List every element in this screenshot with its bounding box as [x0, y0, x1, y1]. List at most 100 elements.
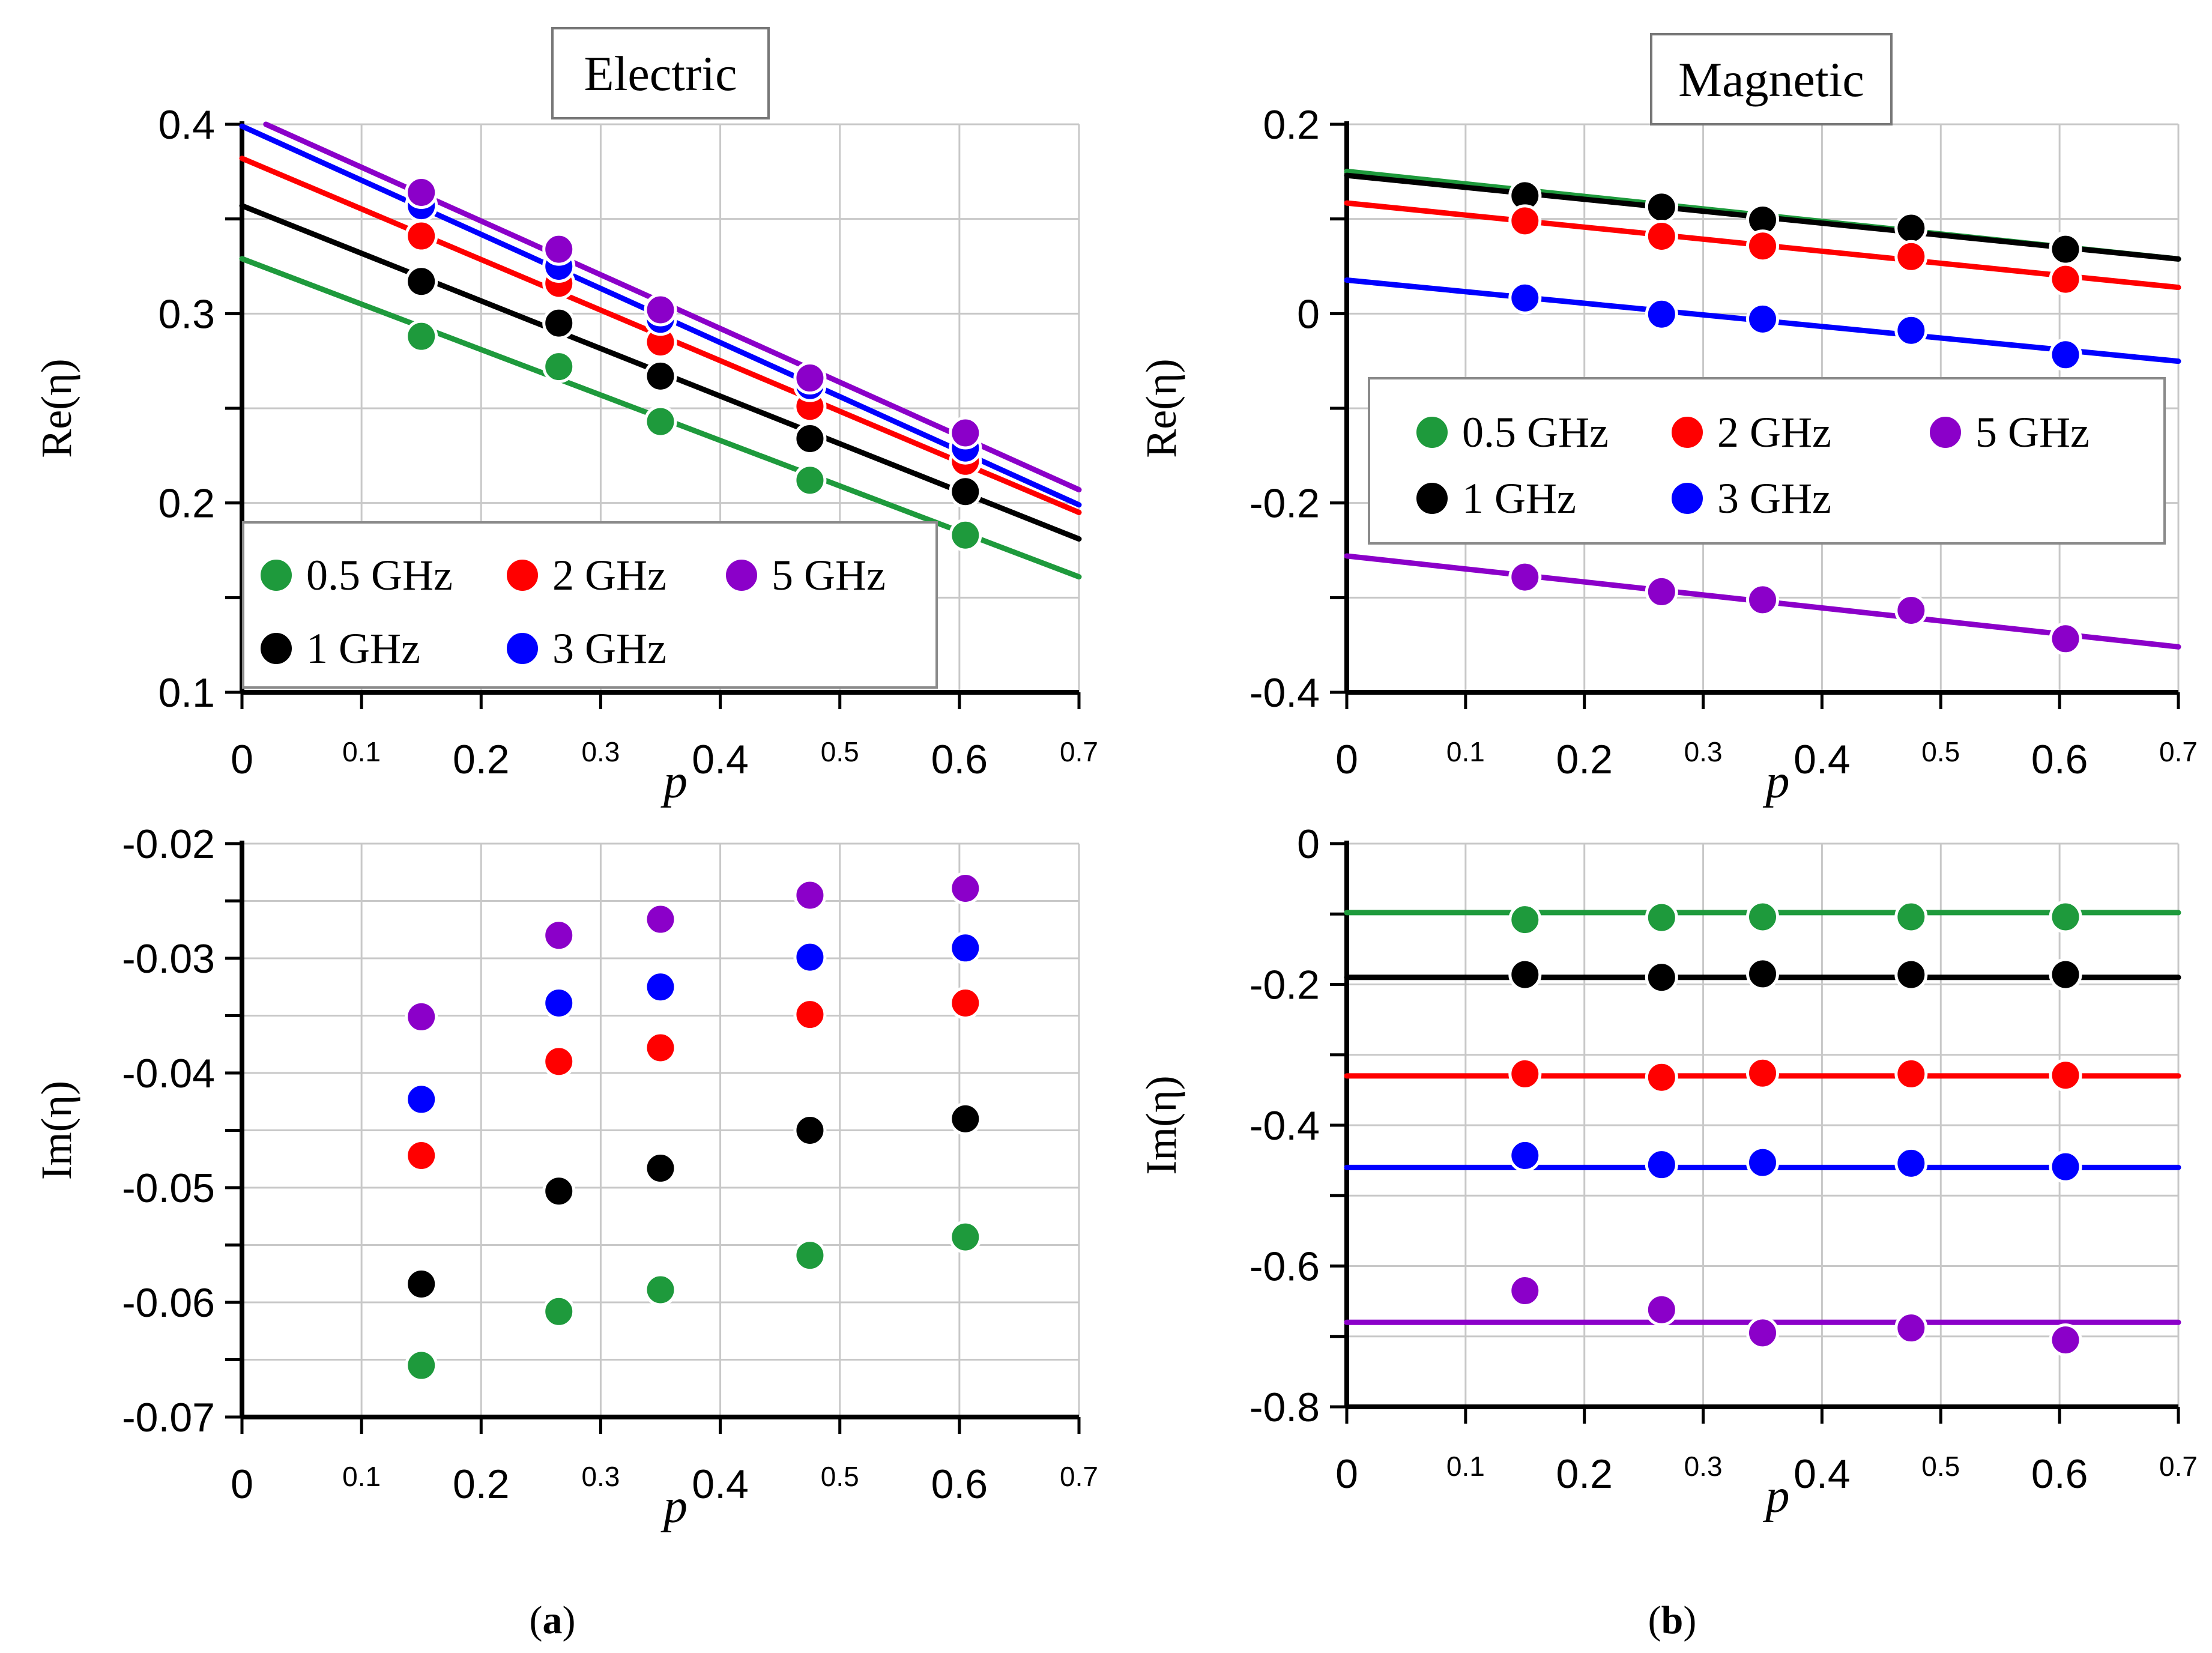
point-2-ghz — [1894, 240, 1928, 273]
legend-box — [242, 521, 938, 689]
point-1-ghz — [1894, 958, 1928, 991]
panel-label-a-letter: a — [543, 1598, 563, 1642]
y-tick-label: -0.2 — [1250, 962, 1320, 1008]
point-0-5-ghz — [793, 1239, 827, 1272]
x-tick-label: 0.6 — [2031, 737, 2088, 782]
x-tick-label-minor: 0.1 — [342, 736, 381, 767]
x-tick-label-minor: 0.3 — [581, 1461, 620, 1492]
point-5-ghz — [405, 1000, 438, 1033]
point-1-ghz — [793, 1114, 827, 1147]
x-tick-label: 0.6 — [2031, 1451, 2088, 1497]
y-tick-label: -0.07 — [122, 1395, 215, 1440]
point-5-ghz — [1645, 1293, 1678, 1326]
x-tick-label: 0 — [1335, 737, 1358, 782]
point-5-ghz — [542, 232, 576, 266]
legend-label-1-ghz: 1 GHz — [1462, 474, 1576, 522]
x-tick-label: 0 — [231, 737, 253, 782]
legend-box — [1368, 377, 2166, 545]
legend-marker-2-ghz — [504, 557, 540, 593]
x-tick-label: 0.4 — [1793, 737, 1851, 782]
point-5-ghz — [1508, 1274, 1542, 1308]
panel-label-a: (a) — [530, 1598, 576, 1642]
point-0-5-ghz — [644, 1273, 677, 1307]
point-3-ghz — [644, 970, 677, 1004]
point-5-ghz — [542, 919, 576, 952]
y-axis-label: Im(η) — [1137, 1075, 1185, 1175]
panel-label-a-open: ( — [530, 1598, 543, 1642]
point-3-ghz — [1746, 302, 1779, 336]
point-1-ghz — [644, 359, 677, 393]
legend-label-0-5-ghz: 0.5 GHz — [1462, 408, 1609, 456]
point-2-ghz — [644, 1031, 677, 1065]
point-2-ghz — [1645, 1060, 1678, 1094]
legend-marker-5-ghz — [724, 557, 760, 593]
y-axis-label: Re(η) — [1137, 358, 1185, 458]
point-2-ghz — [1645, 219, 1678, 253]
point-5-ghz — [1746, 583, 1779, 617]
legend-label-5-ghz: 5 GHz — [772, 551, 886, 599]
y-tick-label: -0.04 — [122, 1051, 215, 1096]
point-3-ghz — [405, 1083, 438, 1116]
point-0-5-ghz — [1508, 903, 1542, 937]
y-tick-label: -0.06 — [122, 1280, 215, 1326]
point-0-5-ghz — [405, 1349, 438, 1382]
point-3-ghz — [1508, 1138, 1542, 1172]
point-1-ghz — [1645, 961, 1678, 994]
x-tick-label-minor: 0.3 — [581, 736, 620, 767]
chart-electric-im: -0.07 -0.06 -0.05 -0.04 -0.03 -0.02 0 0.2 0.4 0.6… — [32, 821, 1098, 1533]
legend-marker-5-ghz — [1927, 414, 1963, 450]
point-1-ghz — [405, 265, 438, 298]
legend-marker-3-ghz — [504, 630, 540, 666]
y-axis-label: Re(η) — [32, 358, 80, 458]
point-3-ghz — [2049, 1150, 2082, 1183]
y-axis-label: Im(η) — [32, 1081, 80, 1180]
chart-electric-re: 0.1 0.2 0.3 0.4 0 0.2 0.4 0.6 0.1 0.3 0.5 0.7 p Re(η)… — [32, 27, 1098, 808]
panel-label-b: (b) — [1648, 1598, 1697, 1642]
point-3-ghz — [1894, 1146, 1928, 1180]
legend-label-2-ghz: 2 GHz — [552, 551, 666, 599]
point-2-ghz — [542, 1045, 576, 1078]
point-3-ghz — [542, 986, 576, 1020]
point-1-ghz — [949, 1102, 982, 1135]
y-tick-label: 0.2 — [158, 481, 215, 527]
x-tick-label: 0.4 — [692, 737, 749, 782]
point-1-ghz — [405, 1267, 438, 1301]
point-3-ghz — [1645, 1148, 1678, 1182]
point-0-5-ghz — [2049, 900, 2082, 934]
point-5-ghz — [2049, 1323, 2082, 1357]
point-2-ghz — [1894, 1057, 1928, 1090]
point-2-ghz — [1746, 229, 1779, 263]
point-0-5-ghz — [793, 464, 827, 497]
legend-marker-1-ghz — [258, 630, 294, 666]
point-5-ghz — [793, 878, 827, 912]
point-2-ghz — [1508, 204, 1542, 238]
x-axis-label: p — [660, 755, 687, 808]
point-1-ghz — [1645, 190, 1678, 224]
point-5-ghz — [2049, 622, 2082, 656]
chart-magnetic-re: -0.4 -0.2 0 0.2 0 0.2 0.4 0.6 0.1 0.3 0.5 0.7 p Re(η)… — [1137, 33, 2198, 808]
x-tick-label-minor: 0.1 — [1446, 1451, 1485, 1482]
point-0-5-ghz — [1894, 900, 1928, 934]
point-2-ghz — [2049, 262, 2082, 296]
point-5-ghz — [1508, 560, 1542, 594]
chart-title-box — [551, 27, 770, 119]
legend-label-2-ghz: 2 GHz — [1717, 408, 1831, 456]
point-3-ghz — [793, 940, 827, 974]
x-tick-label-minor: 0.7 — [1060, 1461, 1098, 1492]
point-5-ghz — [1894, 594, 1928, 627]
point-5-ghz — [405, 176, 438, 210]
legend-marker-0-5-ghz — [258, 557, 294, 593]
y-tick-label: -0.05 — [122, 1165, 215, 1211]
y-tick-label: 0.1 — [158, 670, 215, 716]
x-tick-label: 0.4 — [1793, 1451, 1851, 1497]
y-tick-label: 0.4 — [158, 102, 215, 148]
point-5-ghz — [644, 902, 677, 936]
point-3-ghz — [1746, 1146, 1779, 1179]
panel-label-a-close: ) — [563, 1598, 576, 1642]
y-tick-label: -0.02 — [122, 821, 215, 867]
x-tick-label-minor: 0.5 — [1921, 736, 1960, 767]
point-5-ghz — [1746, 1316, 1779, 1350]
chart-magnetic-im: -0.8 -0.6 -0.4 -0.2 0 0 0.2 0.4 0.6 0.1 0.3 0.5 0.7 p… — [1137, 821, 2198, 1523]
